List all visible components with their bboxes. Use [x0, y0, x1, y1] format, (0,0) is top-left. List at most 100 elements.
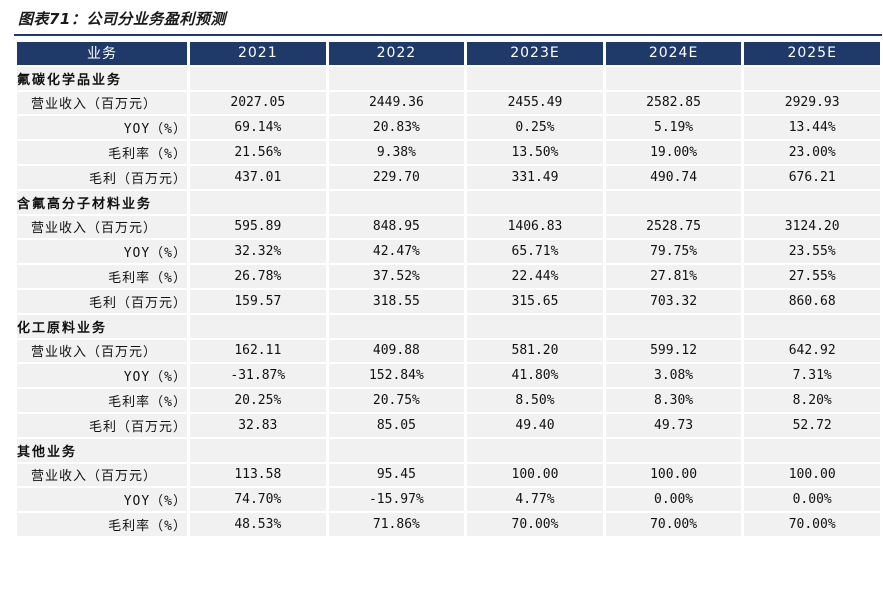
empty-cell: [328, 66, 465, 90]
value-cell: 229.70: [328, 165, 465, 189]
empty-cell: [328, 190, 465, 214]
value-cell: 19.00%: [605, 141, 742, 164]
row-label: YOY（%）: [17, 116, 187, 140]
table-row: YOY（%） 69.14% 20.83% 0.25% 5.19% 13.44%: [17, 116, 880, 140]
row-label: 营业收入（百万元）: [17, 463, 187, 487]
value-cell: 2449.36: [328, 91, 465, 115]
value-cell: 581.20: [467, 339, 603, 363]
value-cell: 2929.93: [744, 91, 880, 115]
section-title: 其他业务: [17, 438, 187, 462]
table-row: 营业收入（百万元） 595.89 848.95 1406.83 2528.75 3124.…: [17, 215, 880, 239]
value-cell: 8.20%: [744, 389, 880, 412]
value-cell: 3124.20: [744, 215, 880, 239]
value-cell: -31.87%: [190, 364, 326, 388]
value-cell: 2528.75: [605, 215, 742, 239]
header-cell: 2025E: [744, 42, 880, 65]
row-label: 毛利（百万元）: [17, 413, 187, 437]
empty-cell: [467, 314, 603, 338]
table-row: 营业收入（百万元） 2027.05 2449.36 2455.49 2582.85 292…: [17, 91, 880, 115]
table-row: 毛利率（%） 21.56% 9.38% 13.50% 19.00% 23.00%: [17, 141, 880, 164]
table-row: 毛利（百万元） 437.01 229.70 331.49 490.74 676.21: [17, 165, 880, 189]
value-cell: 0.00%: [744, 488, 880, 512]
empty-cell: [605, 66, 742, 90]
value-cell: -15.97%: [328, 488, 465, 512]
value-cell: 8.30%: [605, 389, 742, 412]
empty-cell: [190, 190, 326, 214]
value-cell: 676.21: [744, 165, 880, 189]
empty-cell: [744, 438, 880, 462]
value-cell: 703.32: [605, 289, 742, 313]
value-cell: 13.44%: [744, 116, 880, 140]
empty-cell: [190, 66, 326, 90]
empty-cell: [467, 438, 603, 462]
empty-cell: [328, 314, 465, 338]
table-row: 毛利（百万元） 32.83 85.05 49.40 49.73 52.72: [17, 413, 880, 437]
value-cell: 85.05: [328, 413, 465, 437]
value-cell: 331.49: [467, 165, 603, 189]
value-cell: 23.00%: [744, 141, 880, 164]
empty-cell: [744, 66, 880, 90]
row-label: YOY（%）: [17, 364, 187, 388]
value-cell: 74.70%: [190, 488, 326, 512]
row-label: 毛利率（%）: [17, 513, 187, 536]
header-cell: 2024E: [605, 42, 742, 65]
row-label: 营业收入（百万元）: [17, 215, 187, 239]
value-cell: 5.19%: [605, 116, 742, 140]
value-cell: 70.00%: [744, 513, 880, 536]
row-label: 毛利（百万元）: [17, 165, 187, 189]
row-label: 营业收入（百万元）: [17, 91, 187, 115]
row-label: YOY（%）: [17, 488, 187, 512]
empty-cell: [467, 190, 603, 214]
value-cell: 70.00%: [605, 513, 742, 536]
value-cell: 642.92: [744, 339, 880, 363]
value-cell: 595.89: [190, 215, 326, 239]
value-cell: 162.11: [190, 339, 326, 363]
header-cell: 业务: [17, 42, 187, 65]
value-cell: 2027.05: [190, 91, 326, 115]
header-cell: 2022: [328, 42, 465, 65]
value-cell: 95.45: [328, 463, 465, 487]
value-cell: 21.56%: [190, 141, 326, 164]
value-cell: 848.95: [328, 215, 465, 239]
table-row: 营业收入（百万元） 113.58 95.45 100.00 100.00 100.00: [17, 463, 880, 487]
value-cell: 1406.83: [467, 215, 603, 239]
empty-cell: [744, 314, 880, 338]
value-cell: 0.00%: [605, 488, 742, 512]
value-cell: 48.53%: [190, 513, 326, 536]
value-cell: 159.57: [190, 289, 326, 313]
value-cell: 20.83%: [328, 116, 465, 140]
value-cell: 49.40: [467, 413, 603, 437]
value-cell: 27.81%: [605, 265, 742, 288]
empty-cell: [467, 66, 603, 90]
value-cell: 152.84%: [328, 364, 465, 388]
header-row: 业务 2021 2022 2023E 2024E 2025E: [17, 42, 880, 65]
row-label: 毛利（百万元）: [17, 289, 187, 313]
value-cell: 3.08%: [605, 364, 742, 388]
title-rule: [14, 34, 882, 36]
value-cell: 32.83: [190, 413, 326, 437]
value-cell: 65.71%: [467, 240, 603, 264]
value-cell: 22.44%: [467, 265, 603, 288]
section-title: 含氟高分子材料业务: [17, 190, 187, 214]
value-cell: 100.00: [467, 463, 603, 487]
value-cell: 23.55%: [744, 240, 880, 264]
value-cell: 37.52%: [328, 265, 465, 288]
value-cell: 71.86%: [328, 513, 465, 536]
empty-cell: [605, 190, 742, 214]
empty-cell: [744, 190, 880, 214]
value-cell: 42.47%: [328, 240, 465, 264]
value-cell: 4.77%: [467, 488, 603, 512]
row-label: 毛利率（%）: [17, 265, 187, 288]
value-cell: 2582.85: [605, 91, 742, 115]
table-row: 营业收入（百万元） 162.11 409.88 581.20 599.12 642.92: [17, 339, 880, 363]
value-cell: 20.75%: [328, 389, 465, 412]
value-cell: 318.55: [328, 289, 465, 313]
value-cell: 49.73: [605, 413, 742, 437]
value-cell: 9.38%: [328, 141, 465, 164]
empty-cell: [328, 438, 465, 462]
section-title: 化工原料业务: [17, 314, 187, 338]
table-row: YOY（%） -31.87% 152.84% 41.80% 3.08% 7.31%: [17, 364, 880, 388]
forecast-table: 业务 2021 2022 2023E 2024E 2025E 氟碳化学品业务 营业…: [14, 40, 883, 538]
value-cell: 437.01: [190, 165, 326, 189]
table-row: 毛利率（%） 20.25% 20.75% 8.50% 8.30% 8.20%: [17, 389, 880, 412]
